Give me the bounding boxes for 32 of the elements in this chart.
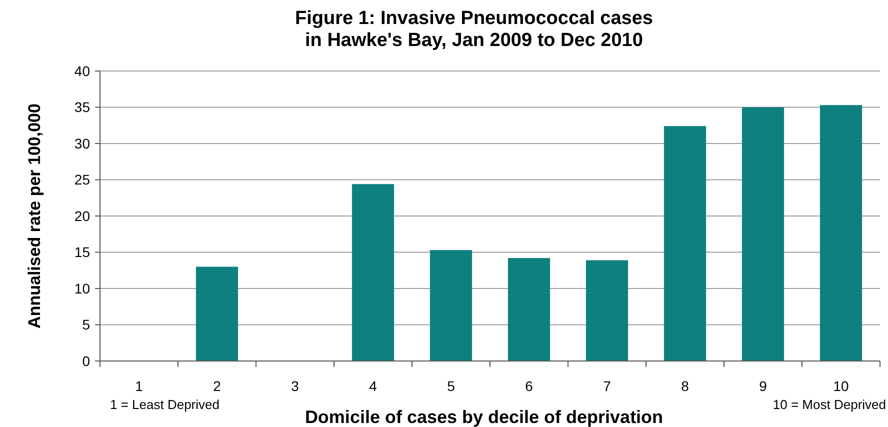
x-tick-label: 9 [759, 378, 768, 394]
y-tick-label: 35 [74, 99, 90, 116]
y-tick-label: 25 [74, 172, 90, 188]
text: 1 = Least Deprived [110, 397, 220, 412]
y-tick-label: 40 [74, 62, 90, 79]
x-tick-label: 6 [525, 378, 534, 394]
y-tick-label: 5 [82, 316, 90, 333]
x-axis-title: Domicile of cases by decile of deprivation [304, 407, 664, 427]
y-axis-title: Annualised rate per 100,000 [25, 104, 44, 328]
bar [742, 107, 784, 361]
x-tick-label: 2 [213, 378, 222, 394]
x-tick-label: 8 [681, 378, 690, 394]
bar [352, 184, 394, 361]
bar [430, 250, 472, 361]
x-tick-label: 4 [369, 378, 378, 394]
x-tick-label: 1 [135, 378, 144, 394]
bar [820, 105, 862, 361]
bar [664, 126, 706, 361]
x-tick-label: 10 [833, 378, 849, 394]
bar [586, 260, 628, 361]
text: 10 = Most Deprived [772, 397, 886, 412]
bar [508, 258, 550, 361]
y-tick-label: 30 [74, 135, 90, 152]
bar [196, 266, 238, 361]
y-tick-label: 20 [74, 208, 90, 224]
x-tick-label: 7 [603, 378, 612, 394]
y-tick-label: 10 [74, 280, 90, 296]
x-tick-label: 3 [291, 378, 300, 394]
chart-title: Figure 1: Invasive Pneumococcal cases in Hawke's Bay, Jan 2009 to Dec 2010 [294, 8, 654, 51]
x-tick-label: 5 [447, 378, 456, 394]
y-tick-label: 15 [74, 244, 90, 260]
y-tick-label: 0 [82, 352, 90, 369]
